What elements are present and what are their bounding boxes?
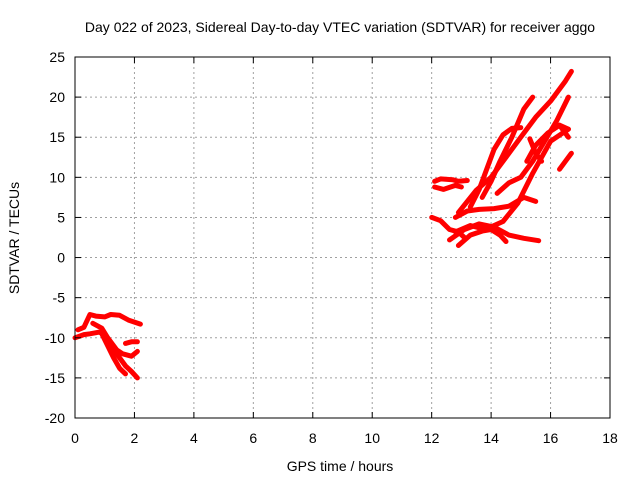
data-track-2 [75, 312, 143, 333]
data-track-16 [479, 94, 536, 200]
data-track-17 [494, 94, 571, 196]
data-track-8 [432, 176, 470, 184]
x-tick-label: 2 [131, 430, 139, 446]
y-tick-label: -5 [53, 290, 66, 306]
data-track-11 [455, 227, 509, 248]
data-track-6 [123, 339, 140, 346]
chart-title: Day 022 of 2023, Sidereal Day-to-day VTE… [85, 19, 595, 35]
x-tick-label: 8 [309, 430, 317, 446]
data-track-13 [452, 194, 539, 220]
y-tick-label: 20 [49, 89, 65, 105]
data-track-5 [105, 339, 140, 381]
y-tick-label: -20 [45, 410, 65, 426]
axis-ticks: 0 2 4 6 8 10 12 14 16 18 -20 -15 -10 -5 0 5 10 15 20 25 [45, 49, 618, 446]
y-axis-label: SDTVAR / TECUs [6, 182, 22, 294]
data-track-19 [551, 122, 571, 140]
data-track-9 [432, 182, 464, 192]
x-tick-label: 10 [364, 430, 380, 446]
x-tick-label: 14 [483, 430, 499, 446]
x-tick-label: 6 [249, 430, 257, 446]
data-track-12 [447, 221, 542, 244]
x-tick-label: 4 [190, 430, 198, 446]
x-tick-label: 18 [602, 430, 618, 446]
x-tick-label: 0 [71, 430, 79, 446]
data-tracks [72, 68, 574, 381]
x-axis-label: GPS time / hours [287, 458, 394, 474]
data-track-14 [455, 68, 574, 216]
y-tick-label: -10 [45, 330, 65, 346]
x-tick-label: 16 [543, 430, 559, 446]
y-tick-label: 25 [49, 49, 65, 65]
data-track-21 [527, 136, 545, 164]
plot-frame [74, 56, 611, 419]
y-tick-label: 5 [57, 209, 65, 225]
y-tick-label: -15 [45, 370, 65, 386]
y-tick-label: 10 [49, 169, 65, 185]
x-tick-label: 12 [424, 430, 440, 446]
data-track-20 [557, 150, 574, 172]
y-tick-label: 0 [57, 250, 65, 266]
y-tick-label: 15 [49, 129, 65, 145]
data-track-15 [467, 125, 524, 210]
